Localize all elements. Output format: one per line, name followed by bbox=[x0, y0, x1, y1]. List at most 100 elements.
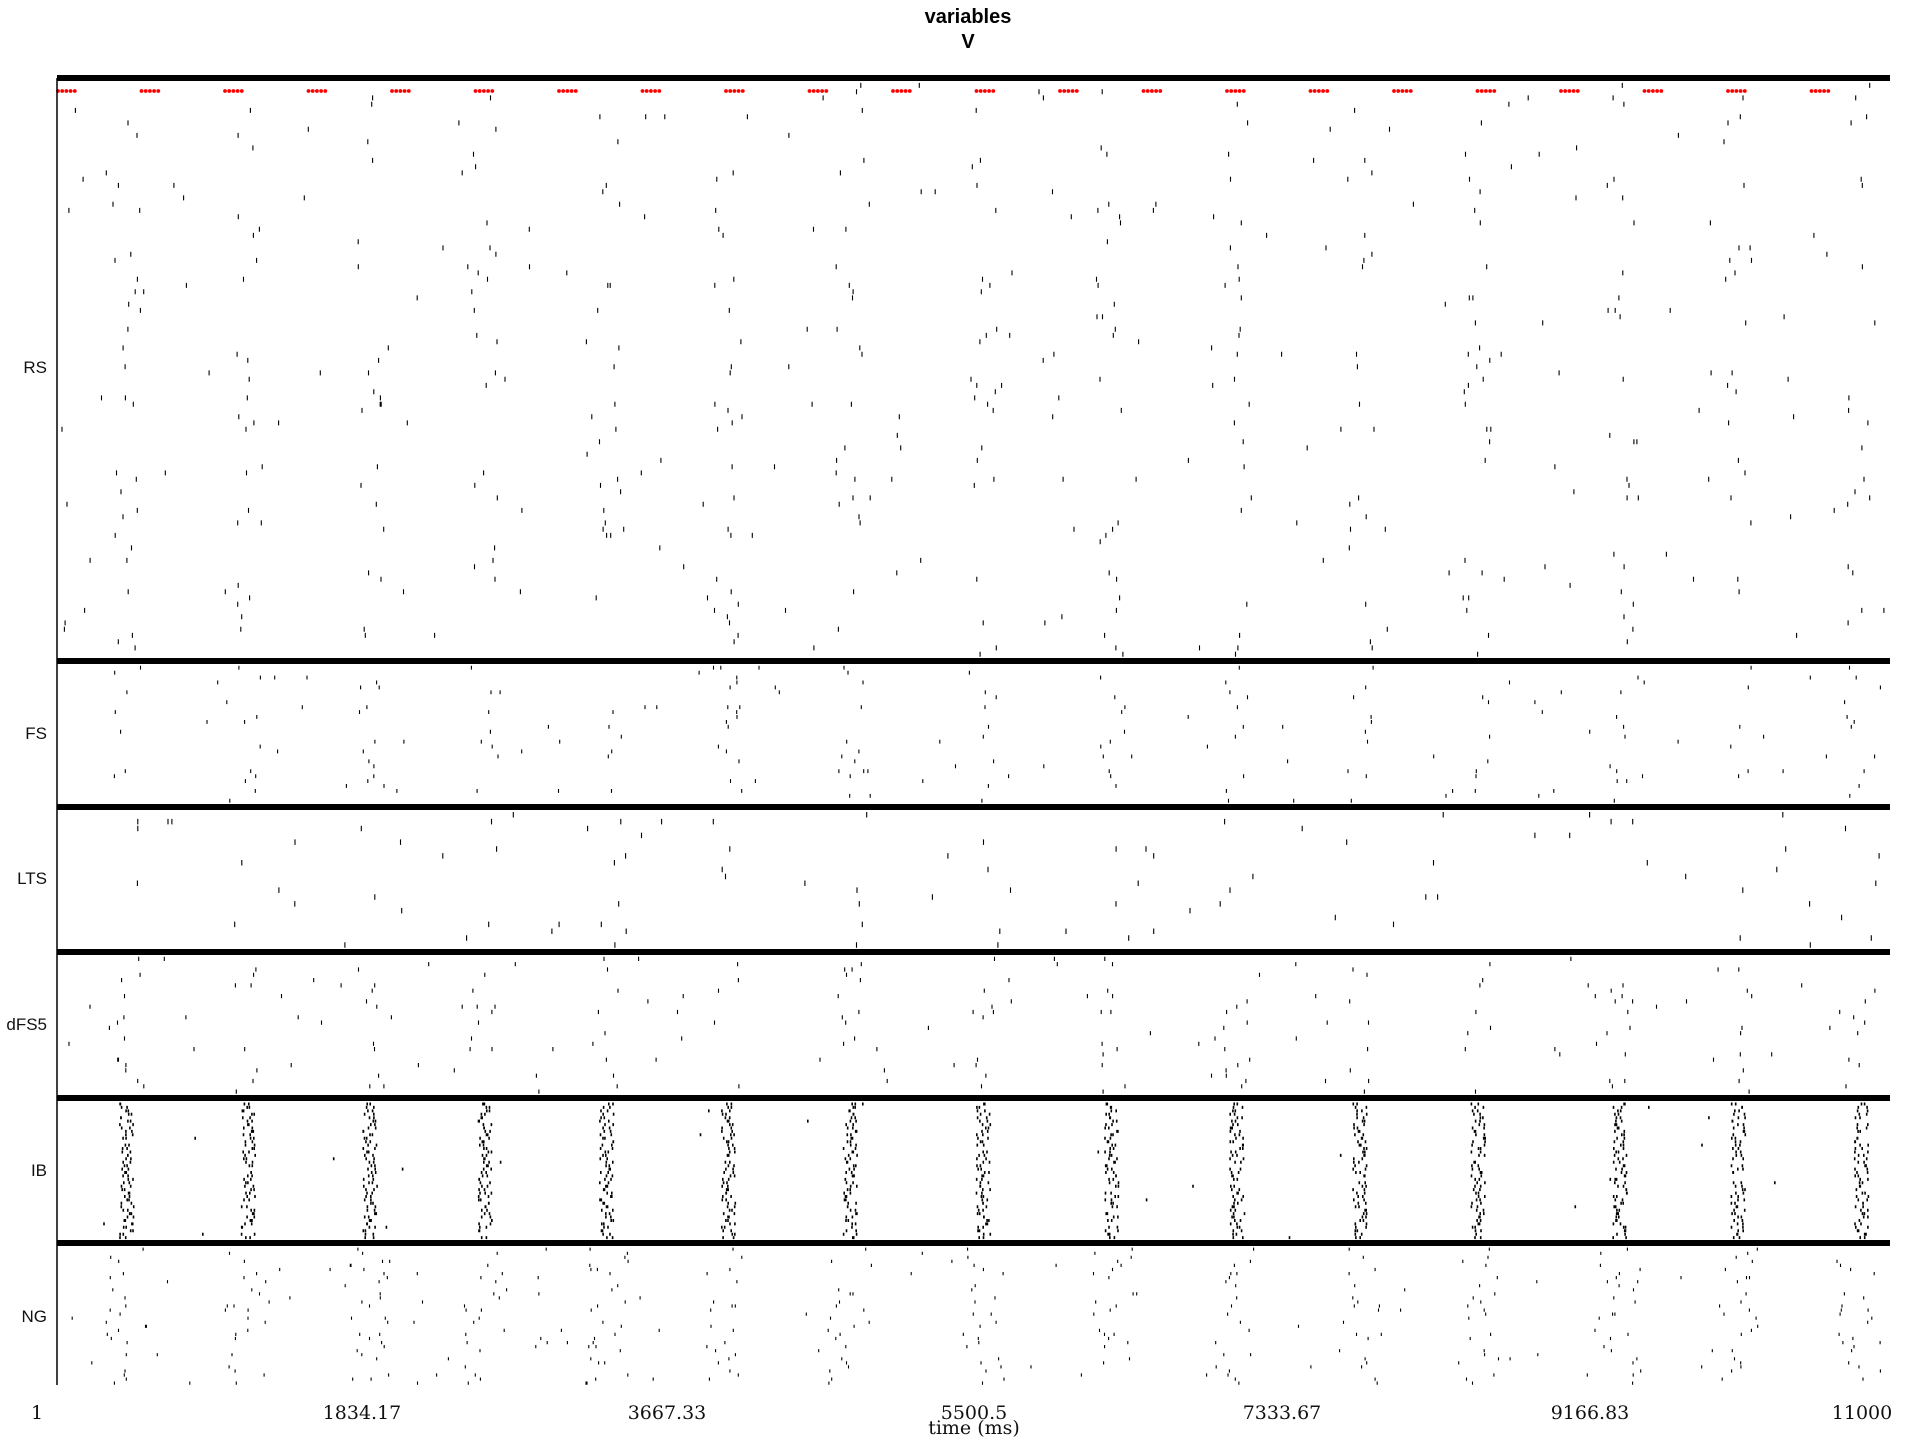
stimulus-marker bbox=[310, 89, 315, 93]
spike-row bbox=[136, 507, 1835, 513]
spike-row bbox=[259, 675, 1857, 680]
spike-row bbox=[121, 978, 1484, 983]
spike-row bbox=[123, 1181, 1864, 1185]
x-tick-label: 9166.83 bbox=[1551, 1402, 1630, 1424]
spike-row bbox=[249, 595, 1470, 601]
spike-row bbox=[236, 351, 1502, 357]
group-label-ng: NG bbox=[22, 1307, 48, 1326]
spike-row bbox=[252, 232, 1815, 238]
spike-row bbox=[137, 818, 1634, 825]
stimulus-marker bbox=[1321, 89, 1325, 93]
spike-row bbox=[120, 729, 1591, 734]
spike-row bbox=[74, 107, 1356, 113]
stimulus-marker bbox=[1237, 89, 1242, 93]
stimulus-marker bbox=[1492, 89, 1497, 93]
spike-row bbox=[127, 1153, 1865, 1157]
spike-row bbox=[127, 1191, 1866, 1195]
spike-row bbox=[598, 439, 1638, 445]
stimulus-markers bbox=[56, 89, 1831, 93]
spike-row bbox=[620, 734, 1765, 739]
stimulus-marker bbox=[1225, 89, 1229, 93]
spike-row bbox=[1613, 551, 1667, 557]
stimulus-marker bbox=[1396, 89, 1401, 93]
spike-row bbox=[112, 201, 1414, 207]
spike-row bbox=[428, 962, 1491, 967]
spike-row bbox=[117, 639, 1628, 645]
spike-row bbox=[512, 812, 1784, 818]
stimulus-marker bbox=[987, 89, 991, 93]
spike-row bbox=[1102, 1052, 1773, 1057]
spike-row bbox=[485, 382, 1729, 388]
stimulus-marker bbox=[1400, 89, 1405, 93]
spike-row bbox=[84, 607, 1885, 613]
spike-row bbox=[110, 1336, 1854, 1341]
spike-row bbox=[126, 1341, 1881, 1345]
stimulus-marker bbox=[991, 89, 996, 93]
spike-row bbox=[136, 276, 1727, 282]
spike-row bbox=[68, 1041, 1598, 1046]
spike-row bbox=[130, 545, 1350, 551]
chart-title: variables bbox=[925, 6, 1012, 28]
stimulus-marker bbox=[473, 89, 478, 93]
stimulus-marker bbox=[1559, 89, 1563, 93]
stimulus-marker bbox=[820, 89, 824, 93]
spike-row bbox=[129, 1229, 1860, 1233]
spike-row bbox=[137, 1078, 1740, 1084]
spike-row bbox=[113, 774, 1740, 779]
stimulus-marker bbox=[1408, 89, 1413, 93]
spike-row bbox=[217, 680, 1645, 685]
spike-row bbox=[301, 705, 1238, 710]
spike-row bbox=[254, 789, 1555, 793]
stimulus-marker bbox=[736, 89, 741, 93]
spike-row bbox=[120, 1205, 1864, 1209]
spike-row bbox=[122, 1174, 1860, 1178]
stimulus-marker bbox=[1655, 89, 1659, 93]
spike-row bbox=[123, 1036, 1297, 1041]
spike-row bbox=[258, 1292, 1845, 1296]
stimulus-marker bbox=[1062, 89, 1067, 93]
spike-row bbox=[89, 557, 1466, 563]
spike-row bbox=[105, 1320, 1869, 1324]
spike-row bbox=[131, 632, 1798, 638]
spike-row bbox=[132, 401, 1466, 407]
spike-row bbox=[466, 935, 1872, 941]
stimulus-marker bbox=[903, 89, 908, 93]
x-tick-label: 1 bbox=[31, 1402, 43, 1424]
spike-row bbox=[122, 1208, 1869, 1212]
spike-row bbox=[244, 779, 1628, 783]
spike-row bbox=[119, 1123, 1869, 1127]
spike-row bbox=[124, 1143, 1869, 1147]
spike-row bbox=[123, 1373, 1634, 1377]
spike-row bbox=[127, 326, 1241, 332]
x-tick-label: 7333.67 bbox=[1243, 1402, 1322, 1424]
spike-row bbox=[125, 1157, 1868, 1161]
spike-row bbox=[121, 1150, 1869, 1154]
stimulus-marker bbox=[1567, 89, 1572, 93]
stimulus-marker bbox=[557, 89, 561, 93]
spike-row bbox=[476, 332, 1240, 338]
spike-row bbox=[71, 1316, 1873, 1320]
spike-row bbox=[235, 1089, 1750, 1094]
stimulus-marker bbox=[1141, 89, 1146, 93]
spike-row bbox=[124, 1369, 1881, 1373]
spike-row bbox=[126, 690, 1622, 695]
spike-row bbox=[248, 376, 1789, 382]
spike-row bbox=[122, 1160, 1865, 1164]
spike-marks bbox=[61, 82, 1885, 1385]
spike-row bbox=[136, 132, 1679, 138]
spike-row bbox=[126, 1215, 1869, 1219]
spike-row bbox=[995, 695, 1484, 700]
stimulus-marker bbox=[1484, 89, 1488, 93]
stimulus-marker bbox=[732, 89, 737, 93]
spike-row bbox=[1474, 320, 1876, 326]
stimulus-marker bbox=[1325, 89, 1330, 93]
spike-row bbox=[640, 832, 1571, 839]
spike-row bbox=[117, 182, 1863, 188]
stimulus-marker bbox=[398, 89, 403, 93]
spike-row bbox=[860, 82, 1871, 88]
stimulus-marker bbox=[1145, 89, 1150, 93]
stimulus-marker bbox=[1734, 89, 1739, 93]
spike-row bbox=[228, 1365, 1860, 1369]
stimulus-marker bbox=[561, 89, 566, 93]
